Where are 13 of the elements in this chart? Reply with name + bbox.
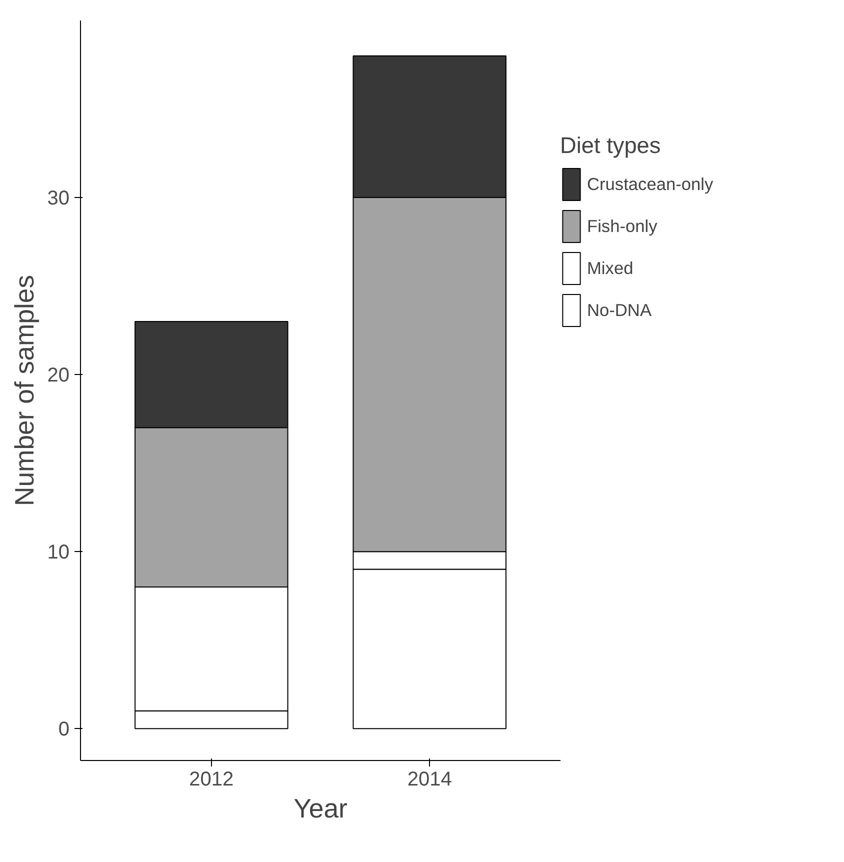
x-tick-label: 2012 <box>189 768 234 790</box>
x-axis-title: Year <box>294 794 348 824</box>
legend-label: Crustacean-only <box>587 174 714 194</box>
x-tick-label: 2014 <box>407 768 452 790</box>
y-tick-label: 10 <box>47 542 70 564</box>
y-axis-title: Number of samples <box>9 274 40 506</box>
legend-label: Mixed <box>587 258 634 278</box>
y-tick-label: 20 <box>47 364 70 387</box>
legend-title: Diet types <box>560 132 662 159</box>
y-tick-label: 0 <box>58 718 70 741</box>
legend-label: Fish-only <box>587 216 658 236</box>
legend-label: No-DNA <box>587 300 652 320</box>
y-tick-label: 30 <box>47 188 70 210</box>
